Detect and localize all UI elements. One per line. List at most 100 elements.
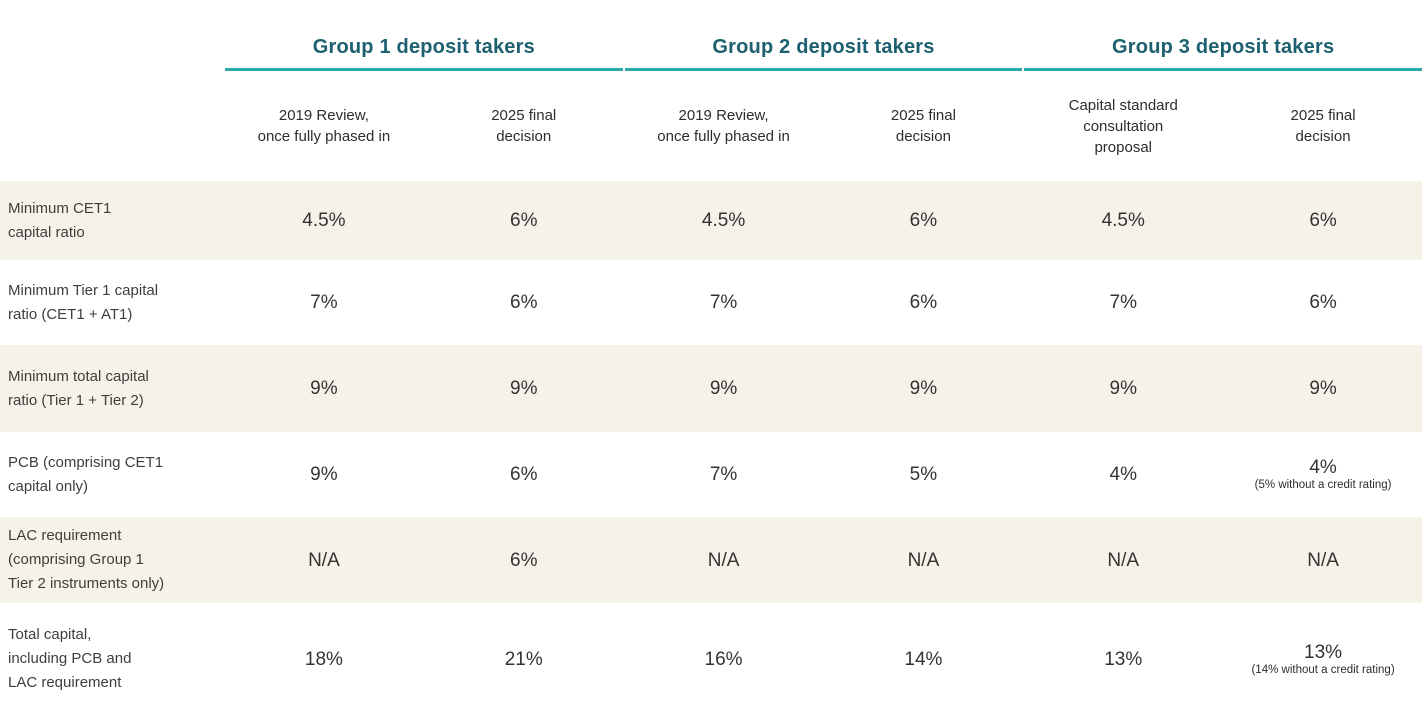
table-row-min-total: Minimum total capital ratio (Tier 1 + Ti…	[0, 345, 1422, 432]
group-header-row: Group 1 deposit takers Group 2 deposit t…	[0, 0, 1422, 71]
column-header-g3-2025-final: 2025 final decision	[1290, 107, 1356, 145]
value-cell: 18%	[225, 603, 423, 715]
value-cell: N/A	[1224, 517, 1422, 603]
value: 4.5%	[1101, 210, 1145, 231]
value: 9%	[510, 378, 538, 399]
value-cell: 13% (14% without a credit rating)	[1224, 603, 1422, 715]
value: 9%	[310, 378, 338, 399]
value-cell: 4.5%	[225, 181, 423, 260]
value: 6%	[510, 464, 538, 485]
table-row-min-cet1: Minimum CET1 capital ratio 4.5% 6% 4.5% …	[0, 181, 1422, 260]
value: 6%	[510, 210, 538, 231]
group-header-1: Group 1 deposit takers	[225, 0, 623, 71]
value-cell: 9%	[824, 345, 1022, 432]
value: 14%	[904, 648, 943, 670]
value-cell: 7%	[225, 260, 423, 345]
row-label: LAC requirement (comprising Group 1 Tier…	[8, 527, 165, 592]
value-cell: 6%	[425, 181, 623, 260]
value-cell: N/A	[1024, 517, 1222, 603]
value-cell: 4.5%	[1024, 181, 1222, 260]
credit-rating-footnote: (14% without a credit rating)	[1251, 663, 1395, 676]
value: 4.5%	[701, 210, 746, 231]
value: N/A	[707, 549, 740, 571]
column-header-g1-2025-final: 2025 final decision	[491, 107, 557, 145]
value: 7%	[310, 292, 338, 313]
value: 9%	[1109, 378, 1137, 399]
value-cell: 14%	[824, 603, 1022, 715]
row-label: Minimum total capital ratio (Tier 1 + Ti…	[8, 367, 149, 409]
value: 4.5%	[302, 210, 346, 231]
value-cell: 9%	[625, 345, 823, 432]
column-header-g3-consultation: Capital standard consultation proposal	[1068, 96, 1178, 156]
value: 9%	[310, 464, 338, 485]
value: 4%	[1309, 457, 1337, 478]
value: N/A	[907, 549, 940, 571]
value-cell: 21%	[425, 603, 623, 715]
value-cell: N/A	[225, 517, 423, 603]
value: 16%	[704, 648, 743, 670]
value: 6%	[909, 210, 938, 231]
column-header-row: 2019 Review, once fully phased in 2025 f…	[0, 71, 1422, 181]
value-cell: 9%	[225, 345, 423, 432]
column-header-g2-2025-final: 2025 final decision	[890, 107, 956, 145]
row-label: Minimum CET1 capital ratio	[8, 199, 112, 241]
value-cell: 4% (5% without a credit rating)	[1224, 432, 1422, 517]
value-cell: 7%	[1024, 260, 1222, 345]
value-cell: 16%	[625, 603, 823, 715]
value: 9%	[709, 378, 738, 399]
value-cell: 6%	[1224, 260, 1422, 345]
value-cell: 9%	[1224, 345, 1422, 432]
value: 9%	[1309, 378, 1337, 399]
value-cell: 6%	[425, 260, 623, 345]
value-cell: 13%	[1024, 603, 1222, 715]
row-label: PCB (comprising CET1 capital only)	[8, 453, 164, 495]
value: 6%	[1309, 210, 1337, 231]
value-cell: 7%	[625, 260, 823, 345]
value: N/A	[1307, 549, 1339, 571]
table-row-total-capital: Total capital, including PCB and LAC req…	[0, 603, 1422, 715]
column-header-g1-2019-review: 2019 Review, once fully phased in	[257, 107, 391, 145]
value: 6%	[510, 549, 538, 571]
value: 21%	[504, 648, 543, 670]
value-cell: 6%	[824, 260, 1022, 345]
table-row-pcb: PCB (comprising CET1 capital only) 9% 6%…	[0, 432, 1422, 517]
value: 13%	[1104, 648, 1143, 670]
row-label: Total capital, including PCB and LAC req…	[8, 626, 132, 691]
table-row-lac: LAC requirement (comprising Group 1 Tier…	[0, 517, 1422, 603]
value-cell: 4%	[1024, 432, 1222, 517]
value: N/A	[308, 549, 340, 571]
group-header-3: Group 3 deposit takers	[1024, 0, 1422, 71]
value: 6%	[1309, 292, 1337, 313]
value-cell: 5%	[824, 432, 1022, 517]
corner-cell-2	[0, 71, 223, 181]
value: N/A	[1107, 549, 1140, 571]
credit-rating-footnote: (5% without a credit rating)	[1254, 479, 1392, 491]
group-header-2: Group 2 deposit takers	[624, 0, 1023, 71]
value-cell: 9%	[425, 345, 623, 432]
column-header-g2-2019-review: 2019 Review, once fully phased in	[657, 107, 790, 145]
value-cell: 6%	[1224, 181, 1422, 260]
value: 6%	[510, 292, 538, 313]
value: 18%	[304, 648, 343, 670]
value: 7%	[1109, 292, 1137, 313]
value-cell: 7%	[625, 432, 823, 517]
value: 6%	[909, 292, 938, 313]
row-label: Minimum Tier 1 capital ratio (CET1 + AT1…	[8, 281, 159, 323]
value-cell: N/A	[625, 517, 823, 603]
value: 5%	[909, 464, 938, 485]
value: 13%	[1304, 641, 1343, 663]
value: 7%	[709, 292, 738, 313]
value-cell: 6%	[425, 432, 623, 517]
value-cell: 6%	[425, 517, 623, 603]
value: 9%	[909, 378, 938, 399]
value-cell: N/A	[824, 517, 1022, 603]
value-cell: 9%	[1024, 345, 1222, 432]
table-row-min-tier1: Minimum Tier 1 capital ratio (CET1 + AT1…	[0, 260, 1422, 345]
value-cell: 9%	[225, 432, 423, 517]
corner-cell	[0, 0, 223, 71]
value-cell: 4.5%	[625, 181, 823, 260]
value-cell: 6%	[824, 181, 1022, 260]
value: 4%	[1109, 464, 1137, 485]
value: 7%	[709, 464, 738, 485]
